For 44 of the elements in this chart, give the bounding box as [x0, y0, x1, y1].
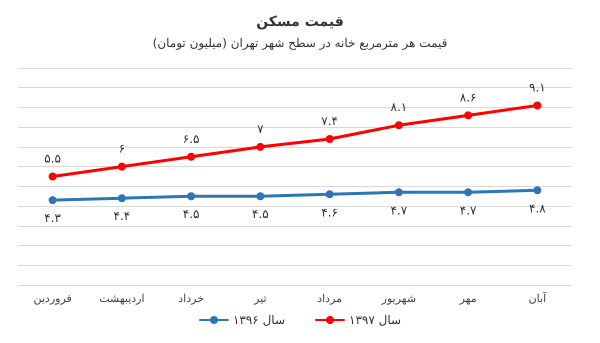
- data-label: ۴.۶: [321, 205, 338, 220]
- data-label: ۴.۳: [44, 211, 62, 226]
- legend-label: سال ۱۳۹۷: [349, 313, 402, 327]
- data-label: ۹.۱: [529, 80, 546, 94]
- data-label: ۴.۷: [460, 203, 478, 218]
- point: [533, 101, 542, 110]
- point: [48, 196, 57, 204]
- point: [464, 188, 472, 196]
- point: [187, 152, 196, 161]
- point: [187, 192, 196, 200]
- data-label: ۴.۵: [252, 207, 269, 222]
- data-label: ۴.۸: [529, 201, 546, 216]
- point: [394, 121, 403, 130]
- data-label: ۷.۴: [321, 114, 338, 128]
- data-label: ۶.۵: [182, 132, 200, 146]
- point: [256, 192, 264, 200]
- x-tick-label: شهریور: [380, 292, 416, 305]
- data-label: ۴.۵: [182, 207, 200, 222]
- point: [256, 142, 264, 151]
- point: [118, 162, 126, 171]
- point: [464, 111, 472, 120]
- point: [48, 172, 57, 180]
- x-tick-label: اردیبهشت: [99, 292, 145, 305]
- point: [533, 186, 542, 194]
- data-label: ۷: [257, 122, 264, 136]
- data-label: ۸.۶: [460, 90, 476, 104]
- chart-title: قیمت مسکن: [256, 14, 344, 30]
- chart-subtitle: قیمت هر مترمربع خانه در سطح شهر تهران (میلیون تومان): [152, 36, 448, 50]
- point: [326, 190, 334, 198]
- data-label: ۵.۵: [44, 152, 61, 166]
- point: [326, 135, 334, 144]
- point: [118, 194, 126, 202]
- point: [394, 188, 403, 196]
- x-tick-label: فروردین: [33, 292, 72, 305]
- x-tick-label: مرداد: [317, 292, 342, 305]
- data-label: ۶: [118, 142, 126, 156]
- x-tick-label: مهر: [458, 292, 477, 305]
- x-tick-label: خرداد: [178, 292, 204, 305]
- data-label: ۴.۴: [114, 209, 130, 224]
- legend-label: سال ۱۳۹۶: [232, 313, 286, 327]
- data-label: ۸.۱: [390, 100, 408, 114]
- data-label: ۴.۷: [390, 203, 408, 218]
- x-tick-label: آبان: [528, 291, 548, 305]
- x-tick-label: تیر: [253, 292, 267, 305]
